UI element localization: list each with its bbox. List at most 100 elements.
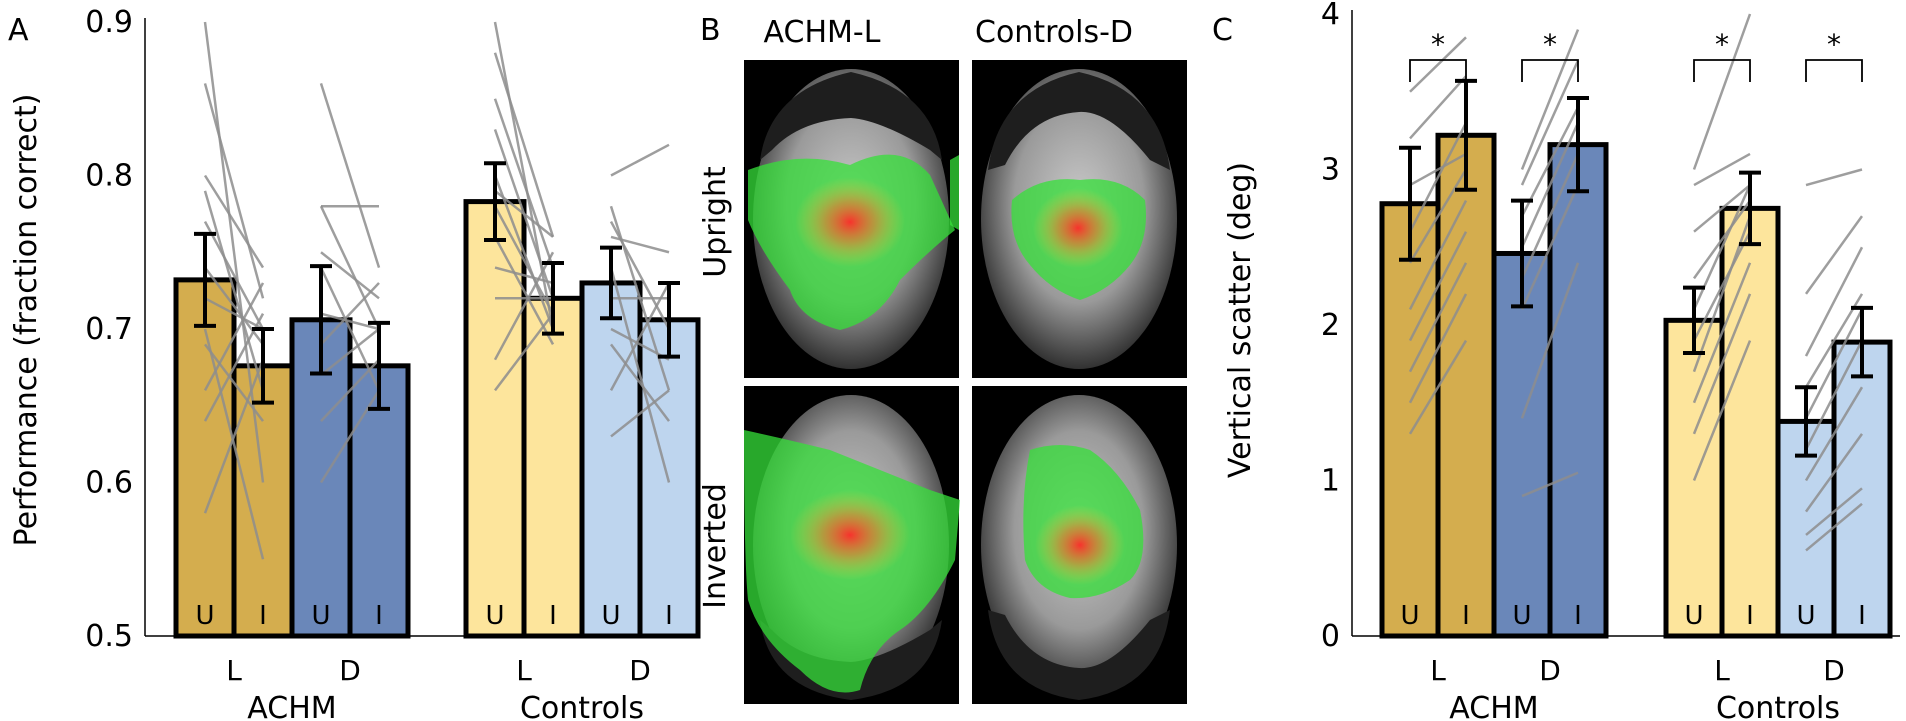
panel-a-y-tick-label: 0.6 (85, 466, 133, 501)
panel-a-y-tick-label: 0.5 (85, 619, 133, 654)
panel-c-subject-line (1692, 293, 1752, 435)
panel-a-subject-line (203, 83, 265, 299)
panel-a-condition-label: I (665, 601, 673, 631)
panel-c-subject-line (1692, 262, 1752, 404)
panel-a-subject-line (319, 389, 381, 484)
panel-b-letter: B (700, 13, 721, 48)
panel-c-bar (1719, 205, 1781, 639)
panel-a-subject-line (493, 98, 555, 269)
panel-a-subject-line (610, 327, 670, 361)
panel-a-subject-line (203, 282, 265, 391)
panel-c-subject-line (1409, 75, 1467, 140)
panel-a-subject-line (320, 358, 380, 422)
panel-c-subject-line (1520, 262, 1580, 419)
panel-a-subject-line (494, 266, 554, 285)
panel-a-letter: A (8, 13, 29, 48)
panel-b-heatmaps: B ACHM-L Controls-D Upright Inverted (698, 13, 1187, 704)
panel-a-condition-label: I (375, 601, 383, 631)
panel-c-subject-line (1520, 153, 1580, 279)
panel-c-group-label: Controls (1716, 691, 1840, 721)
panel-c-subject-line (1804, 215, 1864, 295)
panel-a-subject-line (493, 205, 555, 315)
panel-a-bar (521, 295, 585, 639)
panel-a-group-label: ACHM (247, 691, 336, 721)
panel-c-subject-line (1408, 293, 1468, 404)
panel-a-condition-label: U (195, 601, 214, 631)
panel-c-condition-label: I (1746, 601, 1754, 631)
panel-a-subject-line (319, 83, 381, 268)
panel-a-y-tick-label: 0.9 (85, 5, 133, 40)
panel-a-subject-line (203, 174, 265, 269)
panel-a-bar (463, 199, 527, 639)
panel-a-subject-line (494, 312, 554, 392)
panel-a-subject-line (320, 282, 380, 346)
panel-c-subject-line (1520, 122, 1580, 248)
panel-c-y-tick-label: 3 (1321, 153, 1340, 188)
panel-c-condition-label: I (1462, 601, 1470, 631)
panel-a-category-label: D (339, 654, 361, 687)
panel-a-subject-line (493, 52, 555, 238)
panel-a-subject-line (320, 312, 380, 331)
heatmap-controls-d-upright (972, 60, 1187, 378)
panel-a-y-axis-title: Performance (fraction correct) (9, 94, 44, 547)
panel-c-y-tick-label: 1 (1321, 464, 1340, 499)
panel-c-subject-line (1804, 339, 1864, 450)
panel-c-subject-line (1805, 502, 1863, 552)
panel-a-subject-line (493, 175, 555, 330)
heatmap-achm-l-inverted (744, 386, 960, 704)
panel-a-subject-line (493, 251, 555, 361)
panel-c-subject-line (1520, 60, 1580, 186)
panel-a-condition-label: U (485, 601, 504, 631)
panel-c-subject-line (1692, 199, 1752, 280)
panel-a-bar (579, 280, 643, 639)
panel-c-category-label: L (1714, 654, 1730, 687)
panel-c-y-tick-label: 0 (1321, 619, 1340, 654)
panel-c-subject-line (1408, 200, 1468, 311)
panel-c-subject-line (1805, 168, 1863, 187)
panel-a-subject-line (493, 21, 555, 330)
heatmap-controls-d-inverted (972, 386, 1187, 704)
panel-c-significance-star: * (1431, 28, 1445, 61)
panel-c-subject-line (1692, 215, 1752, 373)
panel-a-subject-line (609, 282, 671, 391)
panel-a-subject-line (203, 313, 265, 422)
panel-c-subject-line (1693, 152, 1751, 187)
panel-a-subject-line (204, 297, 264, 331)
column-title-achm-l: ACHM-L (764, 15, 881, 50)
panel-a-category-label: L (516, 654, 532, 687)
panel-c-subject-line (1693, 184, 1751, 233)
panel-c-significance-star: * (1715, 28, 1729, 61)
panel-a-subject-line (203, 328, 265, 560)
panel-c-subject-line (1804, 246, 1864, 357)
panel-a-subject-line (610, 389, 670, 438)
panel-a-bar (231, 363, 295, 639)
heatmap-achm-l-upright (744, 60, 959, 378)
panel-c-category-label: D (1823, 654, 1845, 687)
panel-a-subject-line (610, 343, 670, 422)
panel-a-condition-label: U (601, 601, 620, 631)
panel-c-group-label: ACHM (1449, 691, 1538, 721)
panel-c-significance-bracket (1409, 59, 1467, 82)
panel-c-condition-label: U (1684, 601, 1703, 631)
panel-a-subject-line (203, 21, 265, 483)
panel-c-subject-line (1521, 471, 1579, 498)
panel-a-subject-line (320, 251, 380, 300)
panel-a-subject-line (203, 220, 265, 330)
panel-a-subject-line (203, 190, 265, 391)
panel-c-letter: C (1212, 13, 1233, 48)
panel-c-subject-line (1409, 152, 1467, 187)
row-title-upright: Upright (698, 166, 733, 278)
panel-c-bar (1435, 132, 1497, 639)
panel-a-category-label: L (226, 654, 242, 687)
panel-c-subject-line (1408, 262, 1468, 373)
panel-c-subject-line (1408, 122, 1468, 233)
panel-a-bar (347, 363, 411, 639)
panel-c-subject-line (1408, 231, 1468, 342)
panel-a-y-tick-label: 0.7 (85, 312, 133, 347)
panel-c-subject-line (1408, 339, 1468, 435)
panel-c-subject-line (1804, 386, 1864, 482)
panel-a-condition-label: I (549, 601, 557, 631)
panel-a-y-tick-label: 0.8 (85, 159, 133, 194)
